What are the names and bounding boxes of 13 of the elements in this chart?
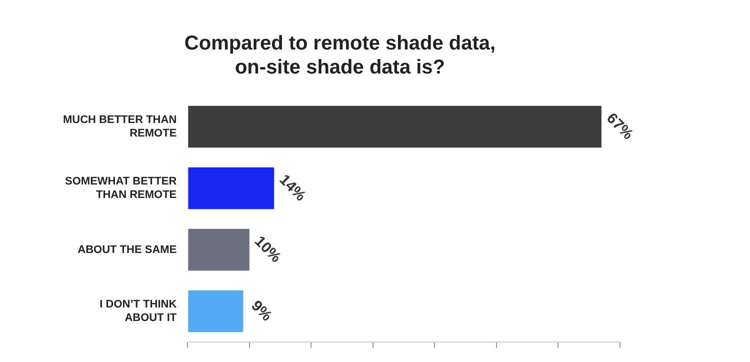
bar bbox=[188, 106, 602, 148]
y-tick-label: SOMEWHAT BETTER THAN REMOTE bbox=[65, 176, 177, 201]
data-label: 67% bbox=[603, 110, 636, 144]
data-label: 10% bbox=[251, 232, 284, 266]
data-label: 14% bbox=[276, 171, 310, 205]
bar bbox=[188, 167, 274, 210]
bar bbox=[188, 228, 250, 271]
y-tick-label: I DON’T THINK ABOUT IT bbox=[100, 298, 177, 324]
y-tick-label: ABOUT THE SAME bbox=[78, 244, 177, 256]
y-tick-label: MUCH BETTER THAN REMOTE bbox=[62, 114, 177, 140]
chart-title: Compared to remote shade data, on-site shade data is? bbox=[184, 32, 496, 79]
bar bbox=[188, 290, 244, 332]
data-label: 9% bbox=[248, 297, 276, 325]
